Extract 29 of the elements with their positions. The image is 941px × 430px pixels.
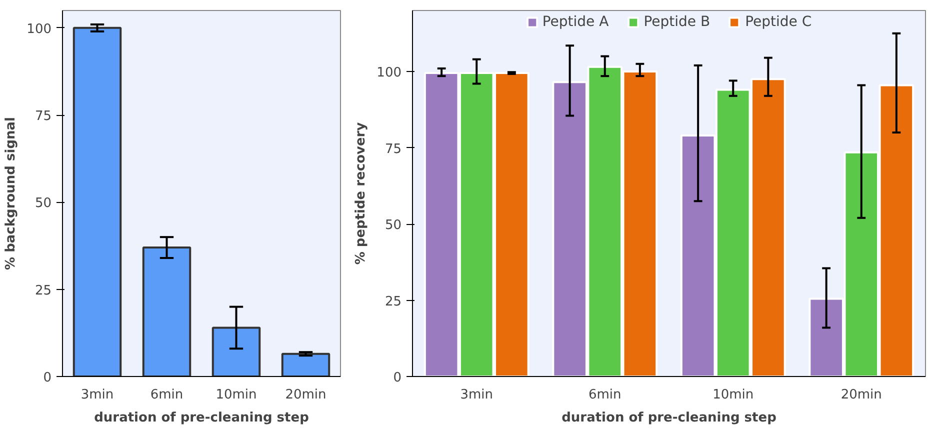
y-tick-label: 25 [384,294,402,310]
y-tick-label: 50 [384,218,402,233]
y-tick-label: 0 [393,370,402,386]
x-tick-label: 6min [588,388,622,402]
y-tick-label: 0 [43,370,52,386]
x-tick-label: 10min [712,388,754,402]
x-tick-label: 3min [460,388,494,402]
x-tick-label: 3min [80,388,114,402]
x-axis-title: duration of pre-cleaning step [94,410,309,426]
y-tick-label: 75 [34,109,52,124]
legend-label: Peptide C [745,14,812,30]
bar [212,326,261,376]
y-axis-title: % background signal [4,117,19,270]
y-tick-label: 100 [26,22,52,37]
bar [281,352,330,376]
x-axis-title: duration of pre-cleaning step [562,410,776,426]
y-tick-label: 100 [376,66,402,80]
y-tick-label: 50 [34,196,52,212]
y-tick-label: 75 [384,142,402,157]
x-tick-label: 20min [840,388,882,402]
x-tick-label: 10min [216,388,257,402]
bar [142,246,192,376]
x-tick-label: 20min [285,388,326,402]
legend-label: Peptide A [542,14,609,30]
y-axis-title: % peptide recovery [354,122,369,265]
y-tick-label: 25 [34,283,52,298]
x-tick-label: 6min [150,388,184,402]
bar [72,26,122,376]
legend-label: Peptide B [644,14,710,30]
